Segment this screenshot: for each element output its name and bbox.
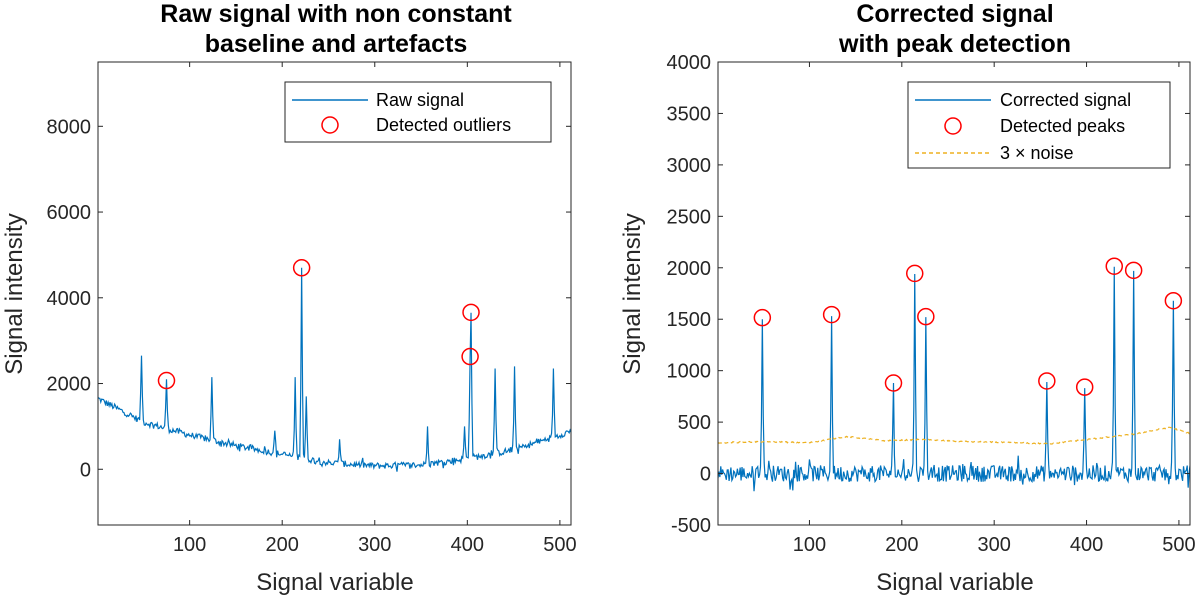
x-tick-label: 500 bbox=[1162, 534, 1195, 556]
y-tick-label: 1500 bbox=[667, 309, 712, 331]
chart-corrected-signal: Corrected signal with peak detection 100… bbox=[619, 0, 1196, 596]
chart-title-line-2: baseline and artefacts bbox=[205, 30, 468, 58]
x-tick-label: 300 bbox=[358, 534, 391, 556]
marker-detected-outliers-0 bbox=[157, 371, 176, 390]
legend-marker-peaks bbox=[944, 117, 962, 135]
axes-box bbox=[97, 61, 572, 526]
marker-detected-peaks-5 bbox=[1038, 372, 1056, 390]
x-tick-label: 100 bbox=[173, 534, 206, 556]
y-axis-label: Signal intensity bbox=[619, 213, 646, 374]
x-tick-label: 100 bbox=[793, 534, 826, 556]
chart-title-line-1: Raw signal with non constant bbox=[160, 0, 512, 28]
marker-detected-peaks-6 bbox=[1075, 378, 1094, 396]
x-axis-label: Signal variable bbox=[876, 569, 1033, 596]
marker-detected-peaks-1 bbox=[822, 305, 841, 324]
marker-detected-peaks-4 bbox=[917, 307, 935, 326]
y-tick-label: 2000 bbox=[47, 374, 92, 396]
x-tick-label: 400 bbox=[1070, 534, 1103, 556]
y-tick-label: 3000 bbox=[667, 155, 712, 177]
y-tick-label: 500 bbox=[678, 412, 711, 434]
x-tick-label: 500 bbox=[543, 534, 576, 556]
y-tick-label: 3500 bbox=[667, 103, 712, 125]
y-tick-label: 2000 bbox=[667, 258, 712, 280]
marker-detected-outliers-1 bbox=[292, 259, 311, 277]
legend-label-peaks: Detected peaks bbox=[1000, 116, 1125, 136]
y-tick-label: 1000 bbox=[667, 361, 712, 383]
marker-detected-outliers-3 bbox=[461, 347, 479, 366]
marker-detected-outliers-2 bbox=[462, 303, 480, 322]
y-tick-label: -500 bbox=[671, 515, 711, 537]
series-corrected-signal-line bbox=[718, 266, 1190, 492]
y-tick-label: 4000 bbox=[667, 52, 712, 74]
marker-detected-peaks-9 bbox=[1164, 291, 1183, 310]
legend-label-noise: 3 × noise bbox=[1000, 143, 1074, 163]
y-tick-label: 2500 bbox=[667, 206, 712, 228]
legend-box bbox=[284, 81, 552, 143]
chart-title-line-2: with peak detection bbox=[838, 30, 1071, 58]
y-tick-label: 6000 bbox=[47, 202, 92, 224]
marker-detected-peaks-7 bbox=[1105, 257, 1124, 275]
axes-box bbox=[717, 61, 1191, 526]
legend: Corrected signal Detected peaks 3 × nois… bbox=[907, 81, 1171, 169]
legend-label-outliers: Detected outliers bbox=[376, 115, 511, 135]
x-axis-label: Signal variable bbox=[256, 569, 413, 596]
y-tick-label: 8000 bbox=[47, 116, 92, 138]
marker-detected-peaks-8 bbox=[1124, 261, 1143, 280]
y-tick-label: 0 bbox=[80, 459, 91, 481]
chart-raw-signal: Raw signal with non constant baseline an… bbox=[1, 0, 577, 596]
marker-detected-peaks-3 bbox=[905, 264, 924, 283]
legend: Raw signal Detected outliers bbox=[284, 81, 552, 143]
legend-marker-outliers bbox=[321, 116, 339, 134]
y-tick-label: 4000 bbox=[47, 288, 92, 310]
x-tick-label: 300 bbox=[977, 534, 1010, 556]
series-3-noise-line bbox=[718, 426, 1190, 445]
chart-title-line-1: Corrected signal bbox=[856, 0, 1053, 28]
legend-label-corrected-signal: Corrected signal bbox=[1000, 90, 1131, 110]
y-tick-label: 0 bbox=[700, 464, 711, 486]
x-tick-label: 400 bbox=[451, 534, 484, 556]
marker-detected-peaks-0 bbox=[753, 308, 772, 327]
marker-detected-peaks-2 bbox=[884, 374, 903, 392]
legend-label-raw-signal: Raw signal bbox=[376, 90, 464, 110]
y-axis-label: Signal intensity bbox=[1, 213, 28, 374]
x-tick-label: 200 bbox=[885, 534, 918, 556]
x-tick-label: 200 bbox=[266, 534, 299, 556]
series-raw-signal-line bbox=[98, 267, 571, 472]
